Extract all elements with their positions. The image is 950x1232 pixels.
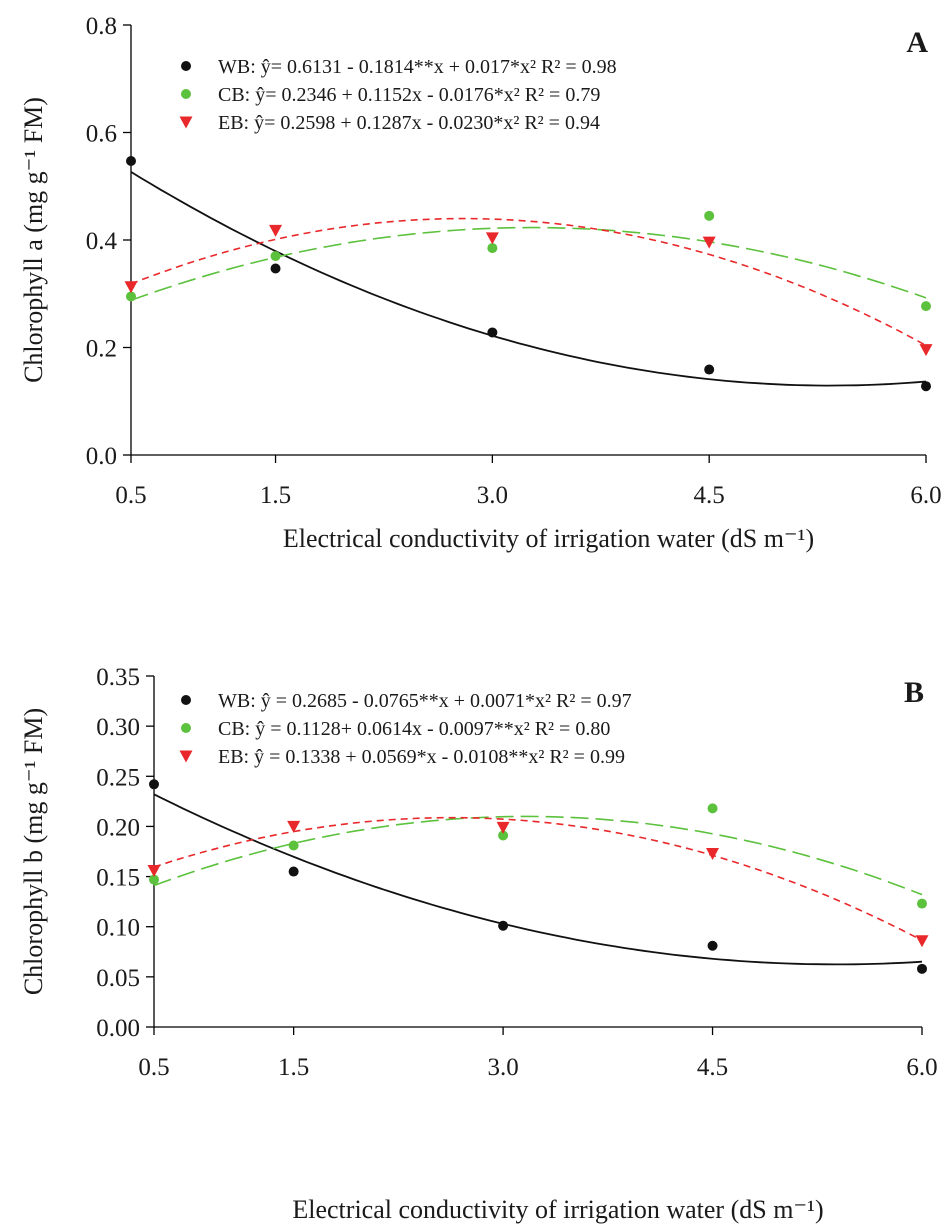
x-tick-label: 3.0 [477, 482, 508, 509]
data-point-wb [487, 327, 498, 338]
series-eb [147, 816, 929, 948]
x-tick-label: 4.5 [697, 1054, 728, 1081]
x-tick-label: 0.5 [115, 482, 146, 509]
data-point-wb [288, 866, 299, 877]
x-tick-label: 4.5 [694, 482, 725, 509]
series-eb [124, 217, 933, 357]
y-tick-label: 0.05 [96, 965, 140, 992]
y-tick-label: 0.15 [96, 865, 140, 892]
data-point-eb [269, 224, 283, 237]
y-tick-label: 0.00 [96, 1015, 140, 1042]
x-tick-label: 6.0 [910, 482, 941, 509]
y-tick-label: 0.8 [86, 13, 117, 40]
data-point-cb [149, 874, 159, 885]
data-point-wb [921, 381, 931, 392]
legend-label-cb: CB: ŷ= 0.2346 + 0.1152x - 0.0176*x² R² =… [218, 84, 600, 106]
data-point-wb [917, 963, 927, 974]
fit-curve-cb [130, 226, 927, 302]
data-point-cb [498, 830, 509, 841]
x-axis-title: Electrical conductivity of irrigation wa… [292, 1195, 823, 1224]
legend-label-cb: CB: ŷ = 0.1128+ 0.0614x - 0.0097**x² R² … [218, 718, 610, 740]
x-tick-label: 1.5 [278, 1054, 309, 1081]
x-tick-label: 0.5 [138, 1054, 169, 1081]
data-point-wb [126, 155, 136, 166]
y-tick-label: 0.0 [86, 443, 117, 470]
fit-curve-wb [153, 793, 923, 966]
data-point-cb [487, 243, 498, 254]
y-tick-label: 0.20 [96, 814, 140, 841]
legend-label-eb: EB: ŷ= 0.2598 + 0.1287x - 0.0230*x² R² =… [218, 112, 600, 134]
data-point-cb [126, 291, 136, 302]
panel-label: A [906, 26, 928, 59]
x-tick-label: 6.0 [906, 1054, 937, 1081]
legend-marker-wb [181, 695, 191, 705]
data-point-cb [707, 803, 718, 814]
y-axis-title: Chlorophyll a (mg g⁻¹ FM) [19, 97, 48, 383]
data-point-eb [919, 344, 933, 357]
series-cb [126, 210, 931, 312]
y-tick-label: 0.30 [96, 714, 140, 741]
data-point-eb [702, 236, 716, 249]
data-point-cb [288, 840, 299, 851]
fit-curve-wb [130, 171, 927, 387]
data-point-eb [287, 820, 301, 833]
y-tick-label: 0.6 [86, 121, 117, 148]
data-point-wb [498, 920, 509, 931]
y-tick-label: 0.25 [96, 764, 140, 791]
panel-label: B [904, 676, 924, 709]
data-point-eb [485, 232, 499, 245]
data-point-eb [915, 935, 929, 948]
legend-marker-cb [181, 723, 191, 733]
data-point-cb [917, 898, 927, 909]
fit-curve-cb [153, 815, 923, 896]
legend-label-eb: EB: ŷ = 0.1338 + 0.0569*x - 0.0108**x² R… [218, 746, 625, 768]
legend-label-wb: WB: ŷ= 0.6131 - 0.1814**x + 0.017*x² R² … [218, 56, 617, 78]
data-point-eb [496, 821, 510, 834]
legend-label-wb: WB: ŷ = 0.2685 - 0.0765**x + 0.0071*x² R… [218, 690, 632, 712]
data-point-wb [149, 779, 159, 790]
legend-marker-wb [181, 61, 191, 71]
data-point-eb [124, 281, 138, 294]
legend-marker-eb [179, 750, 193, 763]
data-point-cb [704, 210, 715, 221]
chart-panel-a: 0.0 0.2 0.4 0.6 0.8 0.5 1.5 3.0 4.5 6.0 Electrical… [19, 13, 942, 553]
data-point-eb [147, 865, 161, 878]
x-tick-label: 3.0 [487, 1054, 518, 1081]
legend-marker-eb [179, 116, 193, 129]
data-point-cb [921, 301, 931, 312]
x-tick-label: 1.5 [260, 482, 291, 509]
y-tick-label: 0.2 [86, 336, 117, 363]
legend-marker-cb [181, 89, 191, 99]
fit-curve-eb [153, 816, 923, 942]
y-tick-label: 0.4 [86, 228, 118, 255]
chart-panel-b: 0.00 0.05 0.10 0.15 0.20 0.25 0.30 0.35 0.5 1.5 3.… [19, 664, 938, 1224]
data-point-wb [707, 940, 718, 951]
data-point-wb [704, 364, 715, 375]
series-wb [126, 155, 931, 392]
series-cb [149, 803, 927, 909]
data-point-wb [270, 263, 281, 274]
y-tick-label: 0.35 [96, 664, 140, 691]
y-axis-title: Chlorophyll b (mg g⁻¹ FM) [19, 708, 48, 995]
y-tick-label: 0.10 [96, 915, 140, 942]
data-point-eb [706, 848, 720, 861]
data-point-cb [270, 251, 281, 262]
x-axis-title: Electrical conductivity of irrigation wa… [283, 524, 814, 553]
series-wb [149, 779, 927, 974]
